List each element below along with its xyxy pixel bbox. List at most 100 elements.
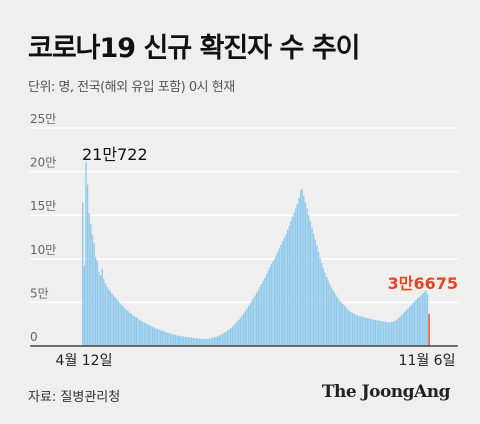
bar bbox=[247, 305, 250, 346]
bar bbox=[99, 275, 102, 346]
bar bbox=[256, 292, 258, 346]
y-tick-label: 0 bbox=[30, 330, 38, 344]
bar bbox=[132, 315, 134, 346]
bar bbox=[202, 338, 204, 346]
bar bbox=[119, 303, 121, 346]
bar bbox=[95, 257, 97, 346]
bar bbox=[426, 293, 429, 346]
bar bbox=[342, 304, 344, 346]
bar bbox=[330, 287, 333, 346]
bar bbox=[197, 338, 199, 346]
bar bbox=[368, 318, 370, 346]
bar bbox=[238, 319, 240, 346]
bar bbox=[299, 190, 302, 346]
bar bbox=[410, 305, 412, 346]
bar bbox=[275, 255, 277, 346]
bar bbox=[405, 310, 407, 346]
bar bbox=[225, 332, 227, 346]
bar bbox=[164, 332, 167, 346]
bar bbox=[96, 260, 99, 346]
bar bbox=[156, 328, 159, 346]
bar bbox=[286, 230, 289, 346]
bar bbox=[360, 316, 362, 346]
bar bbox=[403, 311, 406, 346]
bar bbox=[402, 313, 404, 346]
bar bbox=[208, 338, 211, 346]
bar bbox=[293, 212, 295, 346]
bar bbox=[298, 197, 300, 346]
bar bbox=[86, 184, 89, 346]
bar bbox=[234, 323, 237, 346]
bar bbox=[408, 306, 411, 346]
bar bbox=[280, 244, 282, 346]
peak-annotation: 21만722 bbox=[82, 145, 148, 164]
bar bbox=[324, 272, 326, 346]
bar bbox=[85, 162, 87, 346]
bar bbox=[387, 322, 390, 346]
bar bbox=[273, 258, 276, 346]
bar bbox=[125, 310, 128, 346]
bar bbox=[386, 322, 388, 346]
highlight-bar bbox=[428, 314, 430, 346]
bar bbox=[399, 317, 401, 346]
bar bbox=[213, 337, 216, 346]
bar bbox=[259, 286, 261, 346]
bar bbox=[249, 303, 251, 346]
bar bbox=[376, 320, 378, 346]
bar bbox=[278, 248, 281, 346]
bar bbox=[160, 330, 162, 346]
bar bbox=[207, 338, 209, 346]
unit-note: 단위: 명, 전국(해외 유입 포함) 0시 현재 bbox=[28, 80, 235, 95]
bar bbox=[345, 307, 347, 346]
bar bbox=[150, 325, 152, 346]
bar bbox=[269, 267, 271, 346]
bar bbox=[137, 318, 139, 346]
bar bbox=[228, 329, 230, 346]
bar bbox=[369, 318, 372, 346]
bar bbox=[270, 264, 273, 346]
publisher-logo: The JoongAng bbox=[321, 382, 451, 402]
bar bbox=[199, 338, 201, 346]
bar bbox=[186, 337, 188, 346]
bar bbox=[241, 315, 243, 346]
chart-title: 코로나19 신규 확진자 수 추이 bbox=[28, 33, 360, 64]
bar bbox=[190, 337, 193, 346]
bar bbox=[103, 278, 105, 346]
bar bbox=[364, 317, 367, 346]
y-tick-label: 25만 bbox=[30, 112, 56, 126]
bar bbox=[239, 317, 242, 346]
bar bbox=[242, 313, 245, 346]
bar bbox=[277, 251, 279, 346]
bar bbox=[379, 320, 381, 346]
bar bbox=[356, 315, 359, 346]
source-note: 자료: 질병관리청 bbox=[28, 390, 121, 405]
bar bbox=[288, 225, 290, 346]
bar bbox=[308, 215, 310, 346]
bar bbox=[127, 311, 129, 346]
bar bbox=[163, 331, 165, 346]
bar bbox=[355, 314, 357, 346]
bar bbox=[312, 233, 315, 346]
bar bbox=[350, 311, 352, 346]
bar bbox=[321, 263, 323, 346]
bar bbox=[301, 189, 303, 346]
bar bbox=[325, 277, 328, 346]
bar bbox=[306, 208, 308, 346]
bar bbox=[252, 298, 255, 346]
bar bbox=[351, 312, 354, 346]
bar bbox=[332, 290, 334, 346]
bar bbox=[218, 335, 220, 346]
bar bbox=[420, 295, 422, 346]
bar bbox=[285, 234, 287, 346]
bar bbox=[390, 322, 393, 346]
y-tick-label: 10만 bbox=[30, 243, 56, 257]
bar bbox=[244, 311, 246, 346]
bar bbox=[334, 292, 336, 346]
bar bbox=[425, 290, 427, 346]
bar bbox=[93, 243, 95, 346]
bar bbox=[262, 280, 264, 346]
bar bbox=[147, 324, 149, 346]
bar bbox=[392, 321, 394, 346]
bar bbox=[189, 337, 191, 346]
bar bbox=[210, 338, 212, 346]
